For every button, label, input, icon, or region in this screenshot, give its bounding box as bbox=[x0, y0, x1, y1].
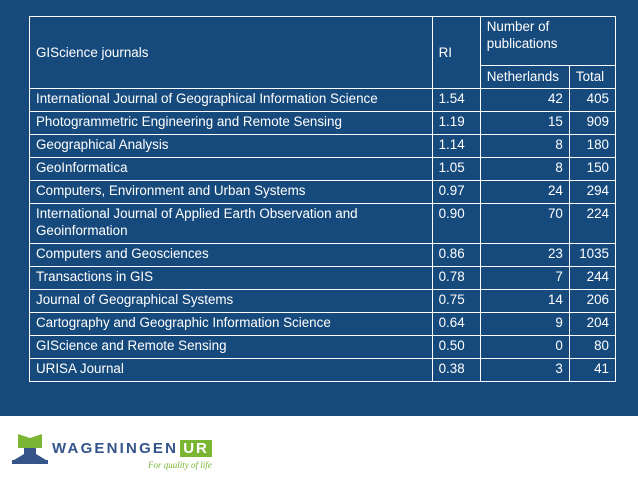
journal-column-header: GIScience journals bbox=[29, 16, 433, 89]
netherlands-count-cell: 0 bbox=[479, 335, 570, 359]
total-count-cell: 41 bbox=[568, 358, 617, 382]
total-count-cell: 206 bbox=[568, 289, 617, 313]
total-count-cell: 244 bbox=[568, 266, 617, 290]
netherlands-count-cell: 14 bbox=[479, 289, 570, 313]
logo-tagline: For quality of life bbox=[148, 460, 212, 470]
wageningen-logo-icon bbox=[12, 434, 48, 464]
table-row: GeoInformatica 1.05 8 150 bbox=[29, 157, 617, 181]
ri-column-header: RI bbox=[431, 16, 481, 89]
journal-name-cell: Journal of Geographical Systems bbox=[29, 289, 433, 313]
ri-value-cell: 0.64 bbox=[431, 312, 481, 336]
total-count-cell: 80 bbox=[568, 335, 617, 359]
total-count-cell: 150 bbox=[568, 157, 617, 181]
journal-name-cell: Computers and Geosciences bbox=[29, 243, 433, 267]
table-row: Photogrammetric Engineering and Remote S… bbox=[29, 111, 617, 135]
ri-value-cell: 1.19 bbox=[431, 111, 481, 135]
journal-name-cell: GeoInformatica bbox=[29, 157, 433, 181]
ri-value-cell: 0.97 bbox=[431, 180, 481, 204]
netherlands-count-cell: 15 bbox=[479, 111, 570, 135]
ri-value-cell: 0.75 bbox=[431, 289, 481, 313]
journal-name-cell: URISA Journal bbox=[29, 358, 433, 382]
journal-name-cell: GIScience and Remote Sensing bbox=[29, 335, 433, 359]
netherlands-count-cell: 8 bbox=[479, 157, 570, 181]
netherlands-count-cell: 24 bbox=[479, 180, 570, 204]
total-count-cell: 204 bbox=[568, 312, 617, 336]
netherlands-column-header: Netherlands bbox=[479, 65, 570, 89]
total-count-cell: 224 bbox=[568, 203, 617, 244]
table-row: International Journal of Applied Earth O… bbox=[29, 203, 617, 244]
ri-value-cell: 1.54 bbox=[431, 88, 481, 112]
table-row: Computers and Geosciences 0.86 23 1035 bbox=[29, 243, 617, 267]
ri-value-cell: 1.05 bbox=[431, 157, 481, 181]
table-subheader-row: Netherlands Total bbox=[30, 65, 617, 89]
table-row: International Journal of Geographical In… bbox=[29, 88, 617, 112]
ri-value-cell: 1.14 bbox=[431, 134, 481, 158]
table-row: GIScience and Remote Sensing 0.50 0 80 bbox=[29, 335, 617, 359]
table-header-row: GIScience journals RI Number of publicat… bbox=[29, 16, 617, 89]
ri-value-cell: 0.38 bbox=[431, 358, 481, 382]
netherlands-count-cell: 70 bbox=[479, 203, 570, 244]
total-count-cell: 294 bbox=[568, 180, 617, 204]
table-row: Cartography and Geographic Information S… bbox=[29, 312, 617, 336]
ri-value-cell: 0.86 bbox=[431, 243, 481, 267]
journal-name-cell: International Journal of Applied Earth O… bbox=[29, 203, 433, 244]
journal-name-cell: International Journal of Geographical In… bbox=[29, 88, 433, 112]
table-row: Transactions in GIS 0.78 7 244 bbox=[29, 266, 617, 290]
total-count-cell: 1035 bbox=[568, 243, 617, 267]
netherlands-count-cell: 7 bbox=[479, 266, 570, 290]
journal-name-cell: Photogrammetric Engineering and Remote S… bbox=[29, 111, 433, 135]
journal-name-cell: Computers, Environment and Urban Systems bbox=[29, 180, 433, 204]
journal-name-cell: Transactions in GIS bbox=[29, 266, 433, 290]
table-row: URISA Journal 0.38 3 41 bbox=[29, 358, 617, 382]
netherlands-count-cell: 8 bbox=[479, 134, 570, 158]
logo-ur-box: UR bbox=[180, 440, 212, 457]
ri-value-cell: 0.78 bbox=[431, 266, 481, 290]
netherlands-count-cell: 23 bbox=[479, 243, 570, 267]
table-row: Journal of Geographical Systems 0.75 14 206 bbox=[29, 289, 617, 313]
journals-table: GIScience journals RI Number of publicat… bbox=[29, 16, 617, 382]
netherlands-count-cell: 42 bbox=[479, 88, 570, 112]
journal-name-cell: Cartography and Geographic Information S… bbox=[29, 312, 433, 336]
table-body: International Journal of Geographical In… bbox=[29, 88, 617, 382]
ri-value-cell: 0.90 bbox=[431, 203, 481, 244]
total-column-header: Total bbox=[568, 65, 617, 89]
table-row: Computers, Environment and Urban Systems… bbox=[29, 180, 617, 204]
ri-value-cell: 0.50 bbox=[431, 335, 481, 359]
netherlands-count-cell: 9 bbox=[479, 312, 570, 336]
total-count-cell: 909 bbox=[568, 111, 617, 135]
total-count-cell: 180 bbox=[568, 134, 617, 158]
netherlands-count-cell: 3 bbox=[479, 358, 570, 382]
total-count-cell: 405 bbox=[568, 88, 617, 112]
logo-word-text: WAGENINGEN bbox=[52, 440, 179, 457]
journal-name-cell: Geographical Analysis bbox=[29, 134, 433, 158]
table-row: Geographical Analysis 1.14 8 180 bbox=[29, 134, 617, 158]
wageningen-ur-logo: WAGENINGEN UR For quality of life bbox=[10, 428, 212, 473]
logo-wordmark: WAGENINGEN UR bbox=[52, 440, 212, 457]
publications-column-header: Number of publications bbox=[479, 16, 617, 66]
